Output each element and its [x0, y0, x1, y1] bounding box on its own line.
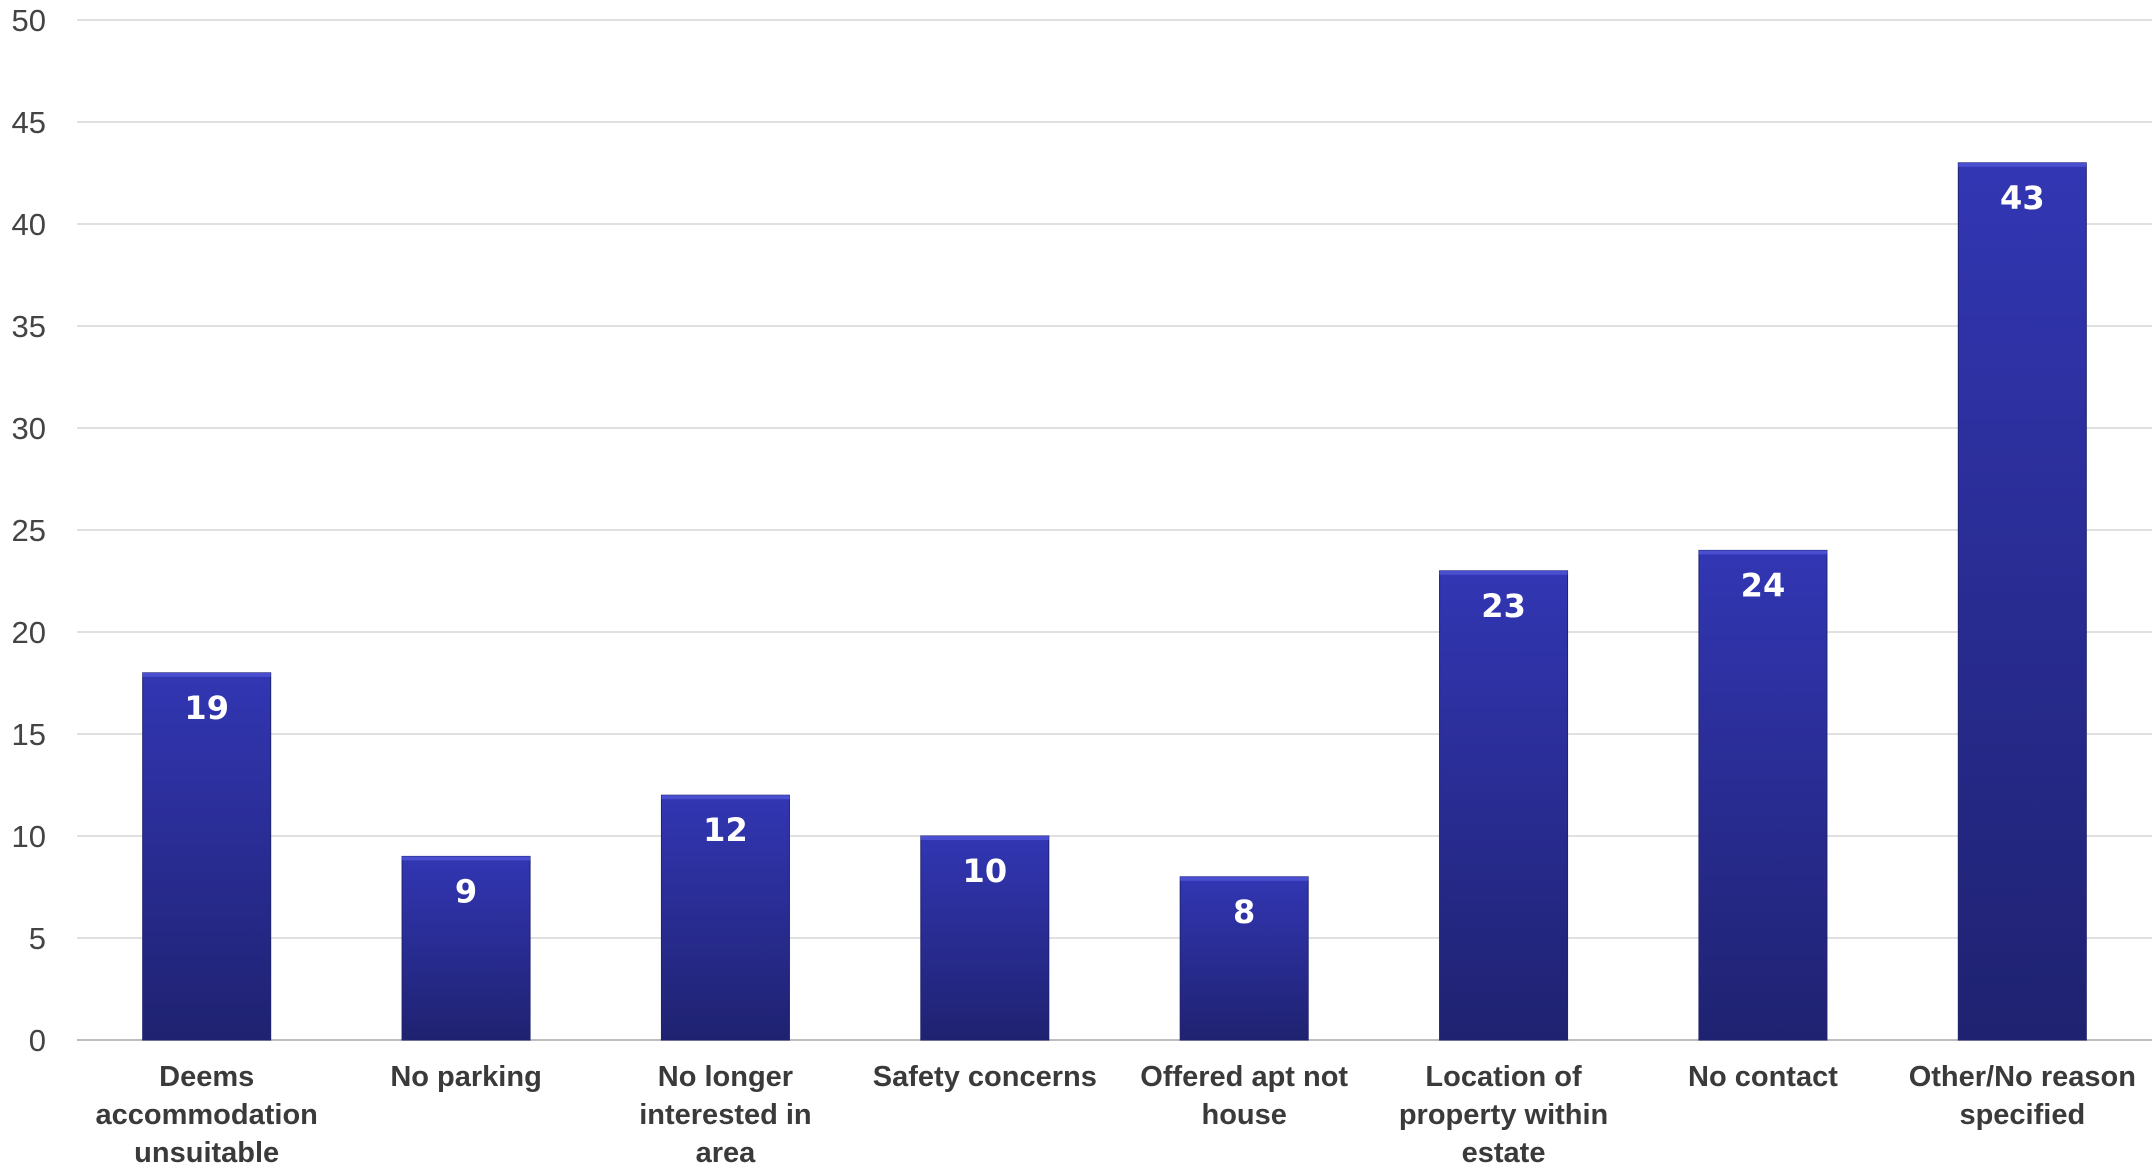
bar-top-edge — [402, 856, 531, 861]
gridlines — [77, 19, 2152, 1041]
x-category-label-line: No longer — [658, 1061, 793, 1093]
y-tick-label: 15 — [12, 717, 46, 752]
bar-top-edge — [661, 795, 790, 800]
y-tick-label: 10 — [12, 819, 46, 854]
bar — [1179, 876, 1309, 1041]
bar — [1698, 549, 1828, 1041]
bar-top-edge — [1180, 876, 1309, 881]
bar — [401, 855, 531, 1041]
bar-value-label: 23 — [1481, 587, 1526, 625]
x-category-label: No parking — [390, 1061, 541, 1093]
x-axis-labels: Deems accommodation unsuitable No parking No… — [96, 1061, 2136, 1169]
x-category-label-line: interested in — [639, 1099, 811, 1131]
bar-value-label: 19 — [184, 689, 229, 727]
bar-value-label: 12 — [703, 811, 748, 849]
bar-top-edge — [1439, 570, 1568, 575]
y-tick-label: 30 — [12, 411, 46, 446]
bar-value-label: 9 — [455, 872, 477, 910]
x-category-label: Offered apt not house — [1140, 1061, 1348, 1131]
bars: 19 9 12 10 8 23 24 43 — [142, 162, 2087, 1041]
y-tick-label: 45 — [12, 105, 46, 140]
y-tick-label: 35 — [12, 309, 46, 344]
x-category-label-line: No contact — [1688, 1061, 1838, 1093]
bar — [1957, 162, 2087, 1041]
bar-value-label: 43 — [2000, 179, 2045, 217]
x-category-label: Deems accommodation unsuitable — [96, 1061, 318, 1169]
x-category-label: Other/No reason specified — [1909, 1061, 2136, 1131]
y-tick-label: 20 — [12, 615, 46, 650]
bar — [1439, 570, 1569, 1041]
x-category-label-line: Other/No reason — [1909, 1061, 2136, 1093]
bar-value-label: 10 — [963, 852, 1008, 890]
x-category-label-line: accommodation — [96, 1099, 318, 1131]
x-category-label: Location of property within estate — [1399, 1061, 1608, 1169]
bar-top-edge — [1958, 162, 2087, 167]
x-category-label-line: estate — [1462, 1137, 1546, 1169]
y-axis-ticks: 0 5 10 15 20 25 30 35 40 45 50 — [12, 3, 46, 1058]
x-category-label-line: unsuitable — [134, 1137, 279, 1169]
bar-top-edge — [920, 836, 1049, 840]
bar — [142, 672, 272, 1041]
x-category-label-line: property within — [1399, 1099, 1608, 1131]
bar-value-label: 8 — [1233, 893, 1255, 931]
bar-top-edge — [142, 672, 271, 677]
x-category-label-line: house — [1201, 1099, 1286, 1131]
x-category-label-line: Offered apt not — [1140, 1061, 1348, 1093]
x-category-label-line: specified — [1959, 1099, 2085, 1131]
x-category-label-line: area — [696, 1137, 757, 1169]
x-category-label-line: Location of — [1425, 1061, 1582, 1093]
x-category-label-line: No parking — [390, 1061, 541, 1093]
bar-value-label: 24 — [1741, 566, 1786, 604]
y-tick-label: 40 — [12, 207, 46, 242]
x-category-label: No contact — [1688, 1061, 1838, 1093]
bar — [920, 835, 1050, 1041]
y-tick-label: 25 — [12, 513, 46, 548]
x-category-label: No longer interested in area — [639, 1061, 811, 1169]
y-tick-label: 5 — [29, 921, 46, 956]
y-tick-label: 50 — [12, 3, 46, 38]
x-category-label-line: Deems — [159, 1061, 254, 1093]
x-category-label: Safety concerns — [873, 1061, 1097, 1093]
bar-top-edge — [1698, 550, 1827, 555]
y-tick-label: 0 — [29, 1023, 46, 1058]
x-category-label-line: Safety concerns — [873, 1061, 1097, 1093]
bar — [660, 794, 790, 1041]
